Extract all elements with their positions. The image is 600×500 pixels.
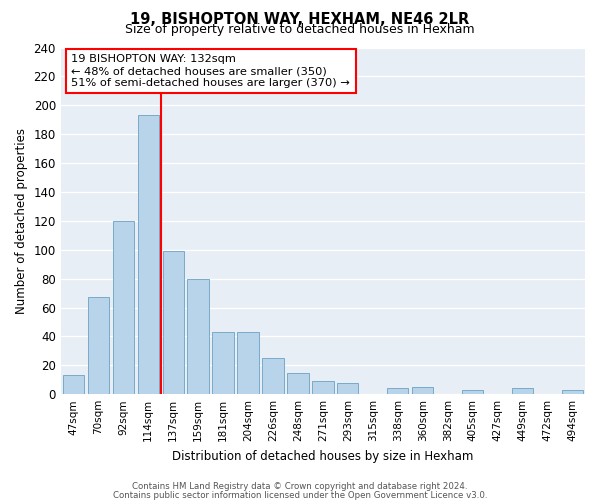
- Bar: [512, 388, 533, 394]
- Bar: [88, 298, 109, 394]
- Text: Contains public sector information licensed under the Open Government Licence v3: Contains public sector information licen…: [113, 490, 487, 500]
- Bar: [212, 332, 233, 394]
- Bar: [163, 251, 184, 394]
- Bar: [312, 381, 334, 394]
- Text: Size of property relative to detached houses in Hexham: Size of property relative to detached ho…: [125, 22, 475, 36]
- Bar: [238, 332, 259, 394]
- Text: 19 BISHOPTON WAY: 132sqm
← 48% of detached houses are smaller (350)
51% of semi-: 19 BISHOPTON WAY: 132sqm ← 48% of detach…: [71, 54, 350, 88]
- Text: Contains HM Land Registry data © Crown copyright and database right 2024.: Contains HM Land Registry data © Crown c…: [132, 482, 468, 491]
- Bar: [62, 376, 84, 394]
- Text: 19, BISHOPTON WAY, HEXHAM, NE46 2LR: 19, BISHOPTON WAY, HEXHAM, NE46 2LR: [130, 12, 470, 28]
- Bar: [412, 387, 433, 394]
- X-axis label: Distribution of detached houses by size in Hexham: Distribution of detached houses by size …: [172, 450, 473, 462]
- Bar: [287, 372, 308, 394]
- Bar: [562, 390, 583, 394]
- Bar: [462, 390, 483, 394]
- Bar: [113, 221, 134, 394]
- Bar: [337, 382, 358, 394]
- Bar: [137, 116, 159, 394]
- Bar: [387, 388, 409, 394]
- Bar: [187, 278, 209, 394]
- Y-axis label: Number of detached properties: Number of detached properties: [15, 128, 28, 314]
- Bar: [262, 358, 284, 394]
